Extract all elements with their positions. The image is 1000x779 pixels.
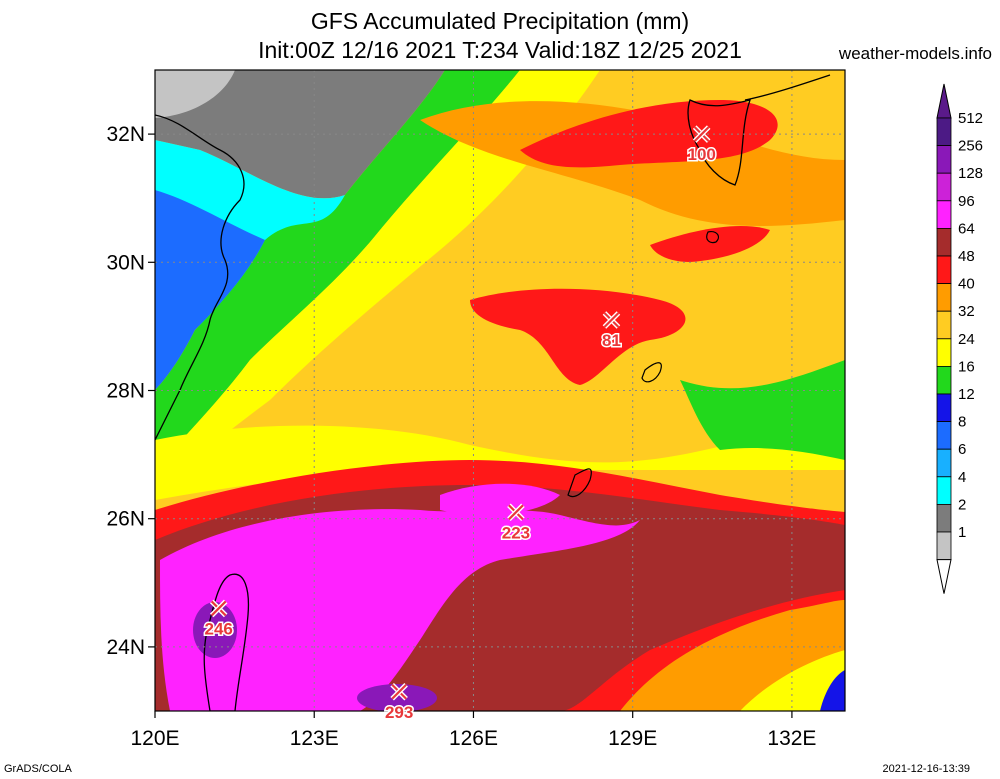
colorbar-swatch xyxy=(936,283,952,312)
field-red-central xyxy=(470,288,686,385)
colorbar-label: 32 xyxy=(958,303,975,320)
coastline-kyushu xyxy=(687,99,751,186)
footer-timestamp: 2021-12-16-13:39 xyxy=(882,763,970,775)
grid-lines xyxy=(155,70,845,711)
marker-value-label: 293 xyxy=(385,703,413,722)
lat-tick-label: 26N xyxy=(106,508,145,531)
max-marker: 223 xyxy=(500,503,532,544)
precipitation-field xyxy=(155,70,845,711)
colorbar-label: 256 xyxy=(958,138,983,155)
colorbar-bottom-arrow xyxy=(936,559,952,594)
field-green-band xyxy=(155,70,520,470)
max-marker: 81 xyxy=(601,311,622,351)
colorbar-swatch xyxy=(936,310,952,340)
coastline-tanegashima xyxy=(706,231,720,244)
coastline-amami xyxy=(641,362,662,383)
marker-value-label: 100 xyxy=(688,145,716,164)
lon-tick-label: 120E xyxy=(130,727,179,750)
colorbar-label: 6 xyxy=(958,441,966,458)
colorbar-label: 2 xyxy=(958,496,966,513)
field-red-east xyxy=(650,225,770,262)
max-marker: 246 xyxy=(203,599,234,640)
lat-tick-label: 32N xyxy=(106,123,145,146)
colorbar-swatch xyxy=(936,421,952,450)
colorbar-label: 24 xyxy=(958,331,975,348)
field-purple-taiwan xyxy=(193,602,237,658)
max-marker: 293 xyxy=(383,683,415,723)
marker-value-label: 223 xyxy=(502,523,530,542)
colorbar-label: 40 xyxy=(958,276,975,293)
colorbar-swatch xyxy=(936,531,952,561)
colorbar-swatch xyxy=(936,172,952,202)
colorbar-swatch xyxy=(936,338,952,367)
colorbar-swatch xyxy=(936,145,952,174)
marker-cross xyxy=(693,126,710,142)
field-light-grey xyxy=(155,70,235,118)
field-yellow-band xyxy=(155,70,600,500)
colorbar-swatch xyxy=(936,227,952,257)
coastline-okinawa xyxy=(567,468,592,498)
colorbar-swatch xyxy=(936,255,952,285)
lat-tick-label: 24N xyxy=(106,636,145,659)
chart-subtitle: Init:00Z 12/16 2021 T:234 Valid:18Z 12/2… xyxy=(258,37,742,63)
lon-tick-label: 132E xyxy=(767,727,816,750)
colorbar-swatch xyxy=(936,117,952,147)
field-green-east xyxy=(680,360,845,460)
lon-tick-label: 123E xyxy=(290,727,339,750)
lon-tick-label: 129E xyxy=(608,727,657,750)
colorbar-label: 512 xyxy=(958,110,983,127)
colorbar-label: 96 xyxy=(958,193,975,210)
field-purple-pocket xyxy=(357,684,437,711)
marker-cross xyxy=(603,312,620,328)
marker-cross xyxy=(391,683,407,700)
lat-tick-label: 30N xyxy=(106,251,145,274)
colorbar-label: 128 xyxy=(958,165,983,182)
colorbar-swatch xyxy=(936,476,952,505)
colorbar-top-arrow xyxy=(936,83,952,119)
footer-credit: GrADS/COLA xyxy=(4,763,72,775)
field-yellow-se xyxy=(740,650,845,711)
map-axes: 120E 123E 126E 129E 132E 24N 26N 28N 30N 32N xyxy=(106,123,816,750)
marker-value-label: 81 xyxy=(602,331,621,350)
colorbar-swatch xyxy=(936,365,952,395)
marker-cross xyxy=(210,600,227,617)
coastline-china xyxy=(155,114,245,441)
colorbar-swatch xyxy=(936,200,952,229)
colorbar-label: 64 xyxy=(958,220,975,237)
colorbar-label: 48 xyxy=(958,248,975,265)
source-label: weather-models.info xyxy=(838,44,992,63)
colorbar-label: 16 xyxy=(958,358,975,375)
field-blue-se xyxy=(820,670,845,711)
colorbar-label: 12 xyxy=(958,386,975,403)
colorbar-swatch xyxy=(936,393,952,423)
colorbar-label: 4 xyxy=(958,469,966,486)
lon-tick-label: 126E xyxy=(449,727,498,750)
colorbar-swatch xyxy=(936,448,952,478)
max-markers: 100 81 223 246 293 xyxy=(203,125,717,723)
field-magenta-okinawa xyxy=(440,483,560,515)
marker-cross xyxy=(508,504,524,521)
colorbar-label: 1 xyxy=(958,524,966,541)
field-magenta-south xyxy=(160,509,640,711)
coastline-taiwan xyxy=(203,573,250,711)
colorbar-swatch xyxy=(936,503,952,533)
max-marker: 100 xyxy=(686,125,717,166)
colorbar-label: 8 xyxy=(958,414,966,431)
chart-title: GFS Accumulated Precipitation (mm) xyxy=(310,8,690,34)
coastline-shikoku xyxy=(744,74,831,101)
marker-value-label: 246 xyxy=(205,619,233,638)
field-blue-band xyxy=(155,190,265,390)
lat-tick-label: 28N xyxy=(106,380,145,403)
